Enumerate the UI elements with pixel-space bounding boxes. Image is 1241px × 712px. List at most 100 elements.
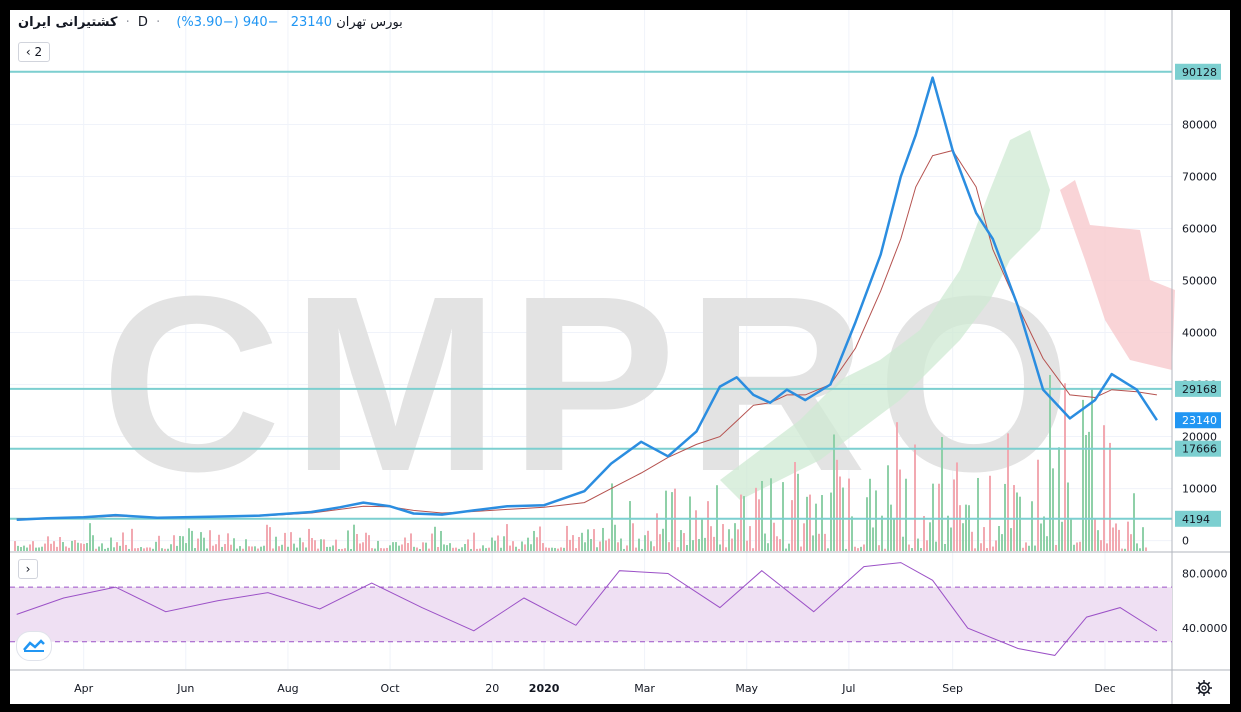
volume-bar — [41, 546, 43, 551]
volume-bar — [1124, 548, 1126, 551]
volume-bar — [752, 548, 754, 551]
volume-bar — [305, 547, 307, 551]
volume-bar — [665, 490, 667, 551]
volume-bar — [461, 547, 463, 551]
volume-bar — [26, 547, 28, 551]
volume-bar — [1088, 431, 1090, 551]
x-tick-label: 20 — [485, 682, 499, 695]
volume-bar — [638, 538, 640, 551]
volume-bar — [59, 537, 61, 551]
volume-bar — [317, 548, 319, 551]
volume-bar — [146, 547, 148, 551]
volume-bar — [425, 542, 427, 551]
volume-bar — [1136, 543, 1138, 551]
volume-bar — [1106, 543, 1108, 551]
volume-bar — [815, 503, 817, 551]
indicator-count: 2 — [34, 45, 43, 59]
volume-bar — [437, 547, 439, 551]
volume-bar — [122, 532, 124, 551]
volume-bar — [650, 541, 652, 551]
volume-bar — [206, 548, 208, 551]
y-tick-label: 20000 — [1182, 431, 1217, 444]
volume-bar — [275, 536, 277, 551]
volume-bar — [962, 523, 964, 551]
volume-bar — [758, 499, 760, 551]
volume-bar — [77, 542, 79, 551]
volume-bar — [443, 544, 445, 551]
volume-bar — [794, 461, 796, 551]
volume-bar — [629, 501, 631, 551]
volume-bar — [521, 541, 523, 551]
volume-bar — [767, 543, 769, 551]
volume-bar — [473, 532, 475, 551]
volume-bar — [209, 530, 211, 551]
volume-bar — [248, 546, 250, 551]
volume-bar — [23, 545, 25, 551]
volume-bar — [929, 522, 931, 551]
volume-bar — [830, 492, 832, 551]
volume-bar — [674, 488, 676, 551]
volume-bar — [548, 547, 550, 551]
volume-bar — [824, 533, 826, 551]
settings-gear-button[interactable] — [1194, 678, 1214, 698]
collapse-indicators-button[interactable]: ‹ 2 — [18, 42, 50, 62]
volume-bar — [527, 537, 529, 551]
volume-bar — [902, 536, 904, 551]
volume-bar — [491, 537, 493, 551]
volume-bar — [1097, 530, 1099, 551]
volume-bar — [494, 540, 496, 551]
volume-bar — [1022, 547, 1024, 551]
volume-bar — [47, 536, 49, 551]
volume-bar — [725, 547, 727, 551]
volume-bar — [773, 522, 775, 551]
volume-bar — [740, 494, 742, 551]
volume-bar — [947, 515, 949, 551]
volume-bar — [482, 545, 484, 551]
volume-bar — [698, 539, 700, 551]
volume-bar — [251, 546, 253, 551]
volume-bar — [1019, 496, 1021, 551]
volume-bar — [14, 541, 16, 551]
volume-bar — [44, 543, 46, 551]
volume-bar — [728, 529, 730, 551]
volume-bar — [701, 519, 703, 551]
tradingview-logo-button[interactable] — [16, 631, 52, 661]
volume-bar — [986, 548, 988, 551]
volume-bar — [653, 546, 655, 551]
volume-bar — [1073, 544, 1075, 551]
volume-bar — [239, 546, 241, 551]
volume-bar — [365, 532, 367, 551]
volume-bar — [344, 548, 346, 551]
volume-bar — [350, 548, 352, 551]
volume-bar — [326, 546, 328, 551]
volume-bar — [1028, 545, 1030, 551]
volume-bar — [656, 513, 658, 551]
volume-bar — [950, 527, 952, 551]
volume-bar — [587, 529, 589, 551]
volume-bar — [761, 480, 763, 551]
volume-bar — [194, 548, 196, 551]
volume-bar — [170, 544, 172, 551]
volume-bar — [215, 544, 217, 551]
price-change: −940 (−3.90%) — [176, 15, 279, 30]
volume-bar — [533, 530, 535, 551]
volume-bar — [614, 524, 616, 551]
expand-rsi-button[interactable]: › — [18, 559, 38, 579]
level-label-bg — [1175, 380, 1221, 397]
volume-bar — [971, 531, 973, 551]
x-tick-label: Apr — [74, 682, 94, 695]
volume-bar — [29, 544, 31, 551]
volume-bar — [749, 526, 751, 551]
volume-bar — [575, 548, 577, 551]
volume-bar — [917, 538, 919, 551]
volume-bar — [311, 538, 313, 551]
volume-bar — [407, 543, 409, 551]
volume-bar — [731, 538, 733, 551]
volume-bar — [422, 542, 424, 551]
volume-bar — [878, 545, 880, 551]
rsi-tick-label: 40.0000 — [1182, 622, 1228, 635]
level-label: 90128 — [1182, 66, 1217, 79]
volume-bar — [347, 530, 349, 551]
volume-bar — [1058, 447, 1060, 551]
